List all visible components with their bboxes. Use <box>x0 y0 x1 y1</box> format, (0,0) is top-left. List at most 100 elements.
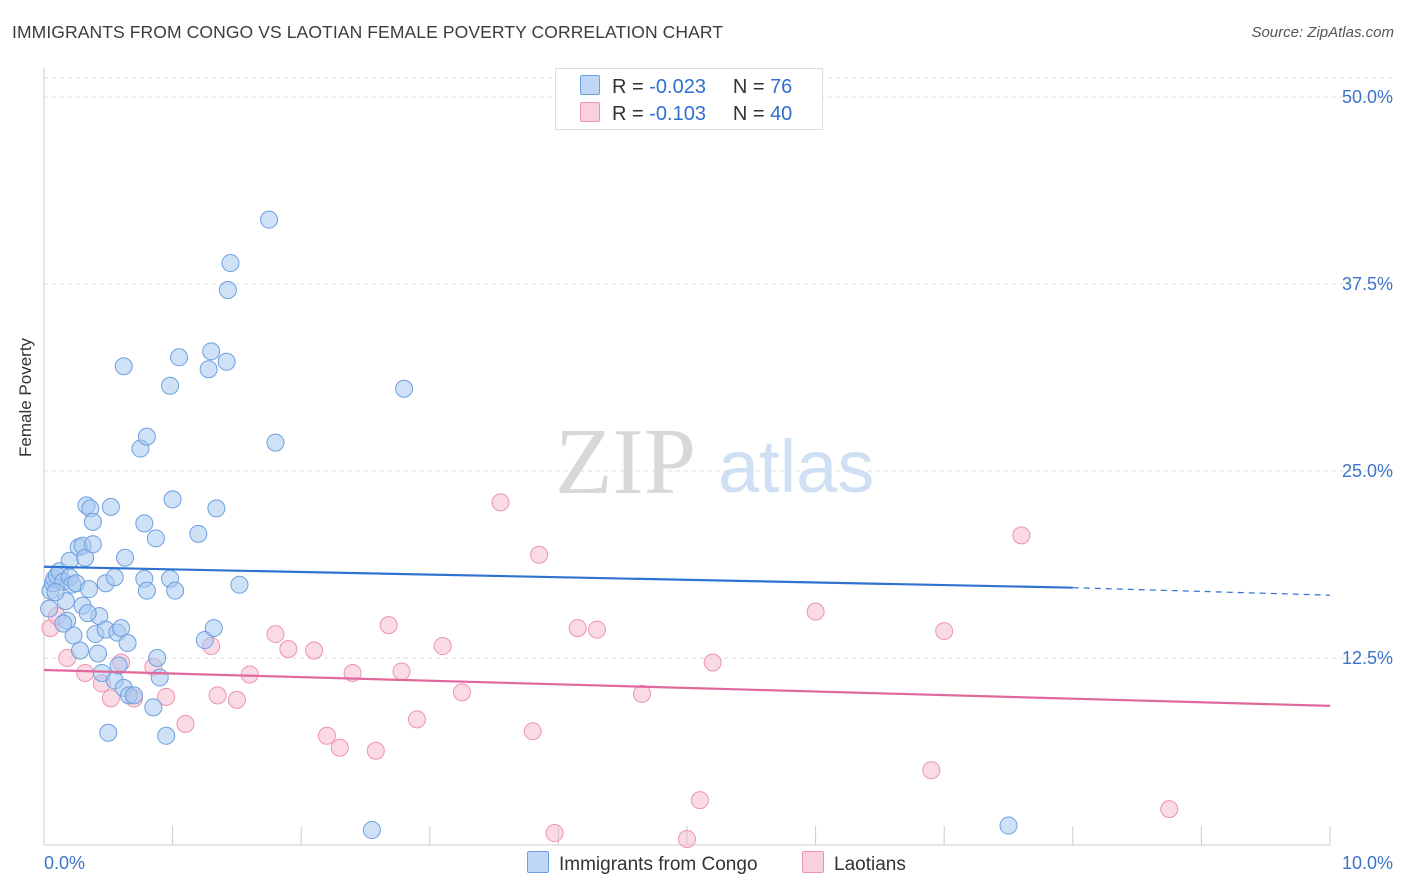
congo-point <box>101 497 120 516</box>
laos-point <box>407 710 426 729</box>
legend-swatch-laos <box>580 102 600 122</box>
laos-point <box>392 662 411 681</box>
congo-point <box>170 348 189 367</box>
congo-point <box>204 619 223 638</box>
congo-point <box>76 548 95 567</box>
congo-point <box>116 548 135 567</box>
congo-point <box>137 427 156 446</box>
watermark-zip: ZIP <box>555 410 696 514</box>
laos-point <box>935 622 954 641</box>
bottom-legend-swatch-laos <box>802 851 824 873</box>
congo-point <box>135 514 154 533</box>
congo-point <box>148 649 167 667</box>
congo-point <box>71 641 90 660</box>
source-credit: Source: ZipAtlas.com <box>1251 24 1394 41</box>
legend-swatch-congo <box>580 75 600 95</box>
bottom-legend-label-laos: Laotians <box>834 854 906 875</box>
congo-point <box>40 599 59 618</box>
congo-point <box>199 360 218 379</box>
x-tick-label: 10.0% <box>1342 853 1393 873</box>
laos-point <box>379 616 398 635</box>
bottom-legend-congo: Immigrants from Congo <box>527 851 758 876</box>
congo-point <box>202 342 221 361</box>
congo-point <box>161 376 180 395</box>
congo-trend-extension <box>1072 587 1331 596</box>
congo-point <box>109 656 128 675</box>
y-tick-label: 50.0% <box>1342 87 1393 107</box>
congo-point <box>195 631 214 650</box>
laos-point <box>317 726 336 745</box>
congo-point <box>83 535 102 554</box>
legend-n-label: N = <box>732 103 765 125</box>
laos-point <box>690 791 709 810</box>
laos-point <box>1160 800 1179 819</box>
bottom-legend-label-congo: Immigrants from Congo <box>559 854 758 875</box>
congo-point <box>78 604 97 623</box>
congo-point <box>125 686 144 705</box>
congo-point <box>221 254 240 273</box>
laos-point <box>101 689 120 708</box>
laos-point <box>330 738 349 757</box>
legend-row-congo: R = -0.023 N = 76 <box>580 75 792 99</box>
congo-point <box>83 512 102 531</box>
congo-point <box>54 614 73 633</box>
laos-point <box>1012 526 1031 545</box>
laos-point <box>587 620 606 639</box>
legend-n-label: N = <box>732 76 765 98</box>
congo-point <box>105 568 124 587</box>
legend-r-value-laos: -0.103 <box>649 103 706 125</box>
laos-point <box>806 602 825 621</box>
watermark-atlas: atlas <box>718 425 874 508</box>
laos-point <box>366 741 385 760</box>
y-tick-label: 25.0% <box>1342 461 1393 481</box>
laos-point <box>452 683 471 702</box>
laos-point <box>703 653 722 672</box>
congo-point <box>46 583 65 602</box>
congo-point <box>218 280 237 299</box>
legend-n-value-congo: 76 <box>770 76 793 98</box>
laos-point <box>76 663 95 682</box>
congo-point <box>362 821 381 840</box>
laos-point <box>208 686 227 705</box>
y-axis-label: Female Poverty <box>16 337 35 457</box>
legend-n-value-laos: 40 <box>770 103 793 125</box>
legend-r-value-congo: -0.023 <box>649 76 706 98</box>
congo-point <box>114 357 133 376</box>
chart-title: IMMIGRANTS FROM CONGO VS LAOTIAN FEMALE … <box>12 22 724 42</box>
laos-trend-line <box>43 668 1331 707</box>
laos-point <box>279 640 298 659</box>
congo-point <box>189 524 208 543</box>
congo-point <box>217 352 236 371</box>
congo-point <box>64 626 83 645</box>
congo-point <box>999 816 1018 835</box>
legend-r-label: R = <box>612 76 644 98</box>
bottom-legend-laos: Laotians <box>802 851 906 876</box>
congo-point <box>260 210 279 229</box>
laos-point <box>922 761 941 780</box>
congo-point <box>395 379 414 398</box>
congo-point <box>166 581 185 600</box>
congo-point <box>163 490 182 509</box>
x-tick-label: 0.0% <box>44 853 85 873</box>
congo-point <box>112 619 131 638</box>
laos-point <box>343 663 362 682</box>
laos-point <box>530 545 549 564</box>
legend-row-laos: R = -0.103 N = 40 <box>580 102 792 126</box>
congo-point <box>137 581 156 600</box>
y-tick-label: 37.5% <box>1342 274 1393 294</box>
laos-point <box>523 722 542 741</box>
legend-r-label: R = <box>612 103 644 125</box>
congo-point <box>144 698 163 717</box>
congo-point <box>157 726 176 745</box>
y-tick-label: 12.5% <box>1342 648 1393 668</box>
congo-trend-line <box>43 565 1073 589</box>
laos-point <box>568 619 587 638</box>
congo-point <box>207 499 226 518</box>
laos-point <box>545 824 564 843</box>
laos-point <box>433 637 452 656</box>
bottom-legend-swatch-congo <box>527 851 549 873</box>
laos-point <box>176 714 195 733</box>
correlation-legend: R = -0.023 N = 76 R = -0.103 N = 40 <box>555 68 823 130</box>
congo-point <box>80 580 99 599</box>
